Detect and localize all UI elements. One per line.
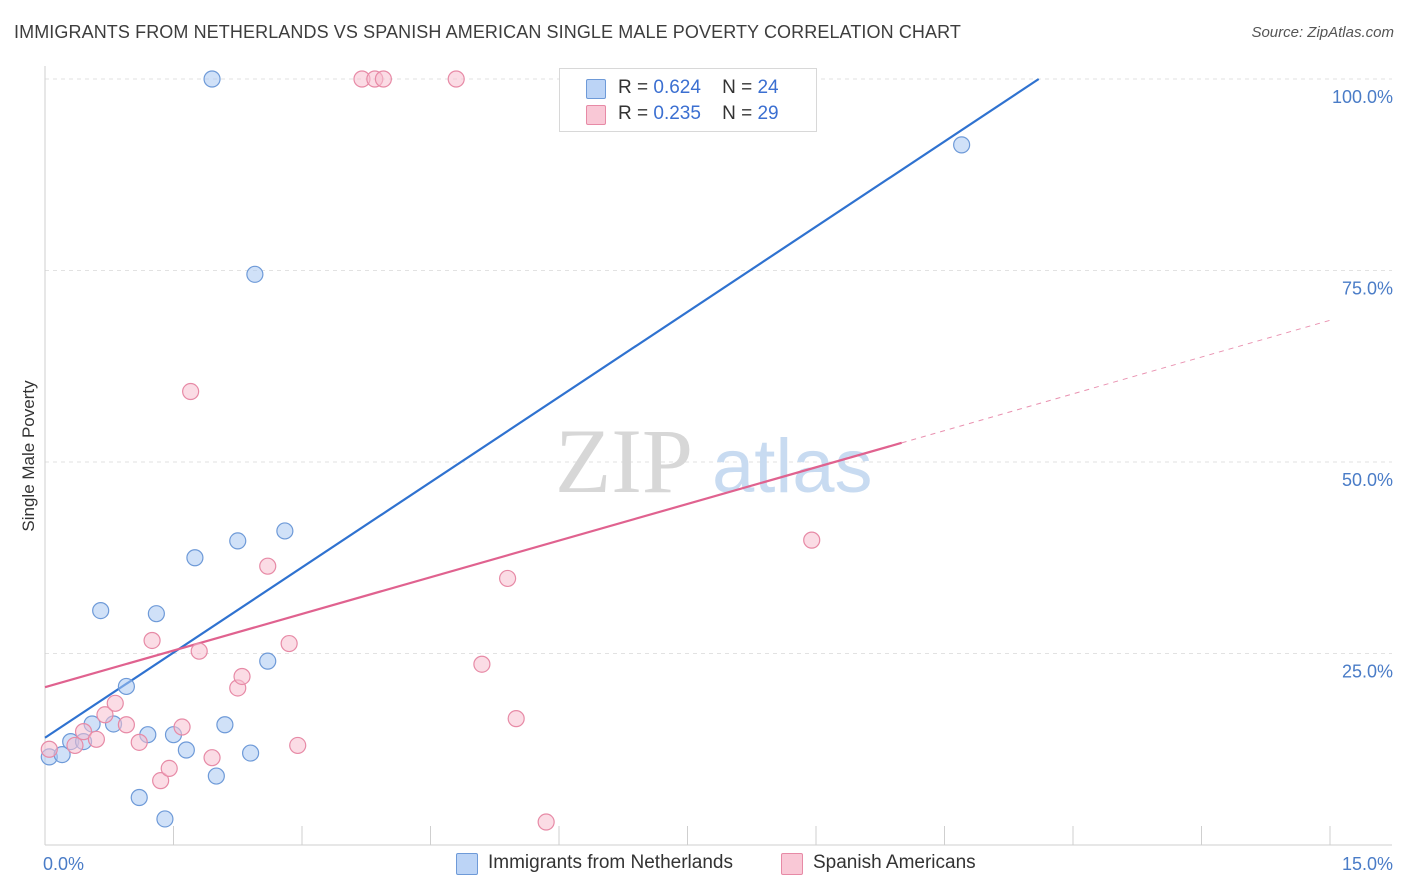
data-point-series-1[interactable] [96,706,114,724]
r-value: 0.235 [653,103,701,124]
grid-lines [45,78,1392,654]
n-value: 24 [757,77,779,98]
r-label: R = [618,77,649,98]
data-point-series-1[interactable] [152,772,170,790]
watermark-atlas: atlas [712,424,873,509]
data-point-series-1[interactable] [130,733,148,751]
data-point-series-1[interactable] [66,736,84,755]
y-tick-label: 75.0% [1342,279,1393,299]
r-value: 0.624 [653,77,701,98]
data-point-series-1[interactable] [203,749,221,767]
data-point-series-1[interactable] [40,740,58,758]
watermark-zip: ZIP [555,410,693,512]
data-point-series-1[interactable] [289,736,307,755]
r-label: R = [618,103,649,124]
axes [44,66,1392,846]
n-label: N = [722,103,753,124]
netherlands-legend-swatch [456,853,478,875]
y-tick-label: 100.0% [1332,87,1393,107]
data-point-series-1[interactable] [160,759,178,778]
chart-title: IMMIGRANTS FROM NETHERLANDS VS SPANISH A… [14,22,961,42]
netherlands-swatch [586,79,606,99]
data-point-series-0[interactable] [246,265,264,283]
data-point-series-0[interactable] [147,605,165,623]
data-point-series-0[interactable] [177,741,195,759]
data-point-series-1[interactable] [507,710,525,728]
spanish-legend-swatch [781,853,803,875]
trendline-series-0 [44,78,1040,739]
data-point-series-1[interactable] [182,382,200,401]
x-tick-label: 0.0% [43,854,84,874]
x-tick-label: 15.0% [1342,854,1393,874]
data-point-series-1[interactable] [87,730,106,748]
spanish-swatch [586,105,606,125]
data-point-series-0[interactable] [156,810,174,828]
watermark: ZIP atlas [555,410,873,512]
data-point-series-1[interactable] [499,569,517,588]
data-point-series-0[interactable] [207,767,225,785]
legend-label-netherlands: Immigrants from Netherlands [488,852,733,873]
data-point-series-0[interactable] [130,788,148,807]
data-point-series-1[interactable] [143,631,161,650]
trendline-series-1 [44,441,902,689]
data-point-series-0[interactable] [216,716,234,734]
n-label: N = [722,77,753,98]
y-axis-label: Single Male Poverty [19,380,38,532]
data-point-series-0[interactable] [186,549,204,567]
y-tick-label: 50.0% [1342,470,1393,490]
data-point-series-0[interactable] [229,532,247,550]
data-points [40,70,971,831]
data-point-series-1[interactable] [803,531,821,549]
data-point-series-0[interactable] [953,136,971,154]
source-label: Source: ZipAtlas.com [1251,24,1394,41]
data-point-series-1[interactable] [190,642,208,660]
trendlines [44,78,1331,739]
data-point-series-1[interactable] [117,716,135,734]
data-point-series-0[interactable] [259,652,277,670]
data-point-series-1[interactable] [537,813,555,831]
data-point-series-1[interactable] [173,718,191,736]
data-point-series-1[interactable] [233,667,251,686]
data-point-series-1[interactable] [74,723,93,741]
data-point-series-1[interactable] [280,634,298,653]
data-point-series-0[interactable] [203,70,221,88]
data-point-series-0[interactable] [242,744,260,762]
data-point-series-1[interactable] [374,70,392,88]
data-point-series-1[interactable] [259,557,277,575]
y-tick-label: 25.0% [1342,662,1393,682]
data-point-series-0[interactable] [117,677,135,696]
tick-labels: 100.0% 75.0% 50.0% 25.0% 0.0% 15.0% [43,87,1393,874]
data-point-series-0[interactable] [92,602,110,620]
data-point-series-1[interactable] [473,655,491,673]
trendline-extension-series-1 [901,319,1331,444]
stats-legend: R = 0.624 N = 24 R = 0.235 N = 29 [559,68,817,132]
data-point-series-1[interactable] [106,694,124,712]
legend-label-spanish: Spanish Americans [813,852,976,873]
data-point-series-0[interactable] [276,522,294,540]
n-value: 29 [757,103,779,124]
data-point-series-1[interactable] [447,70,465,88]
